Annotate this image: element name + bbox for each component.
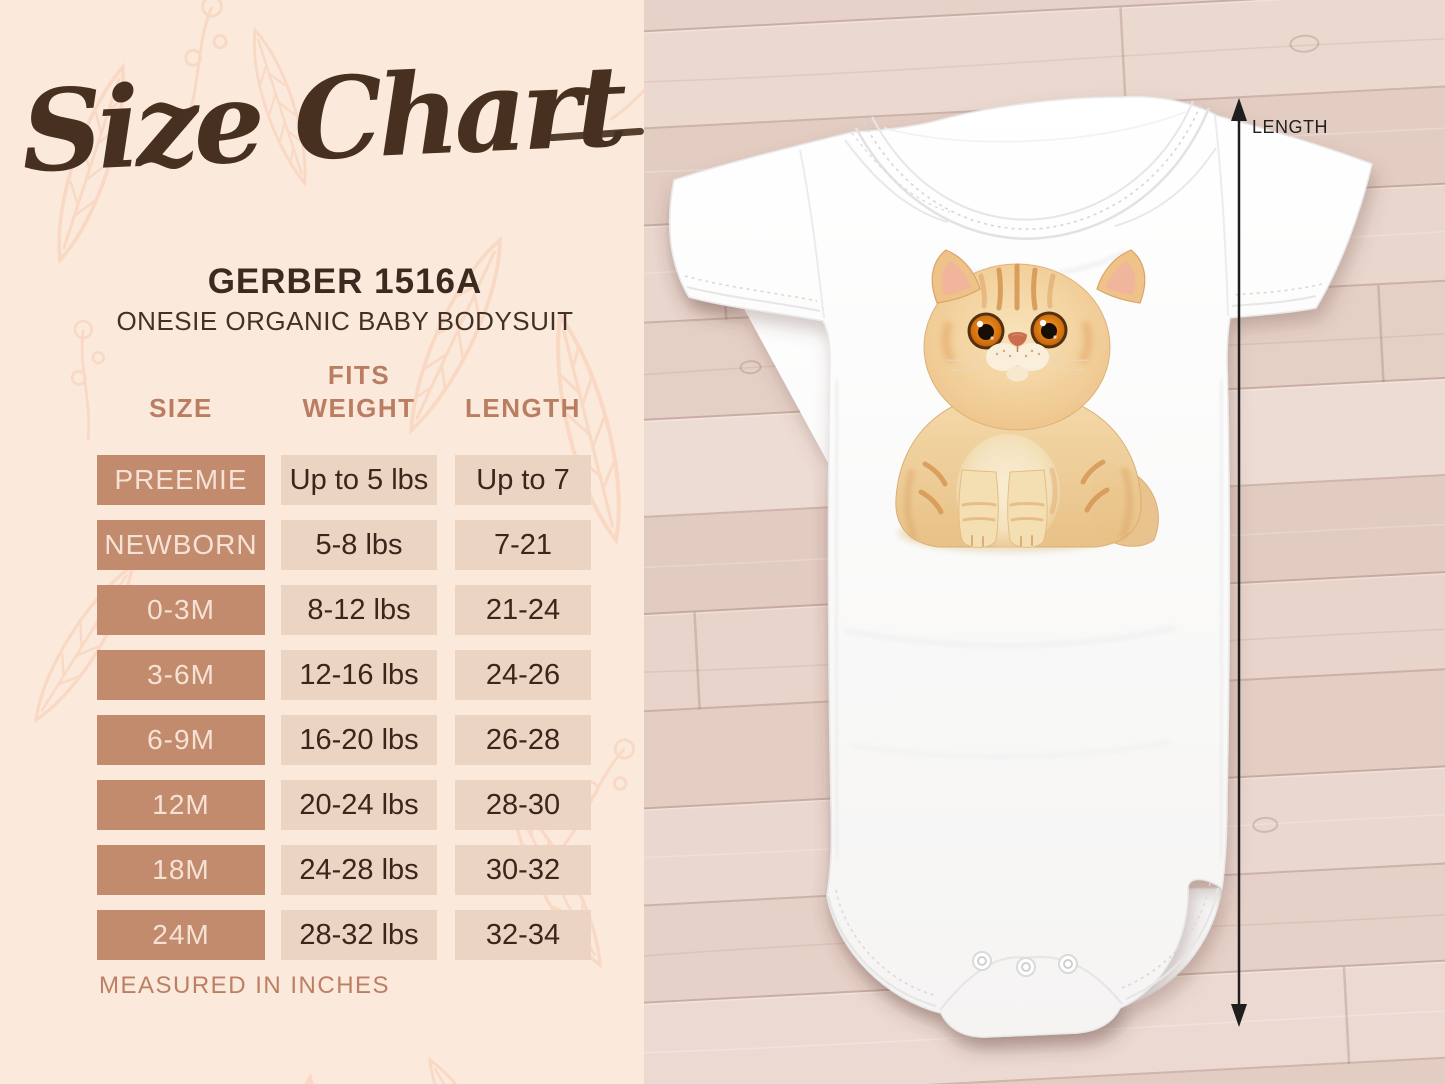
length-cell: 21-24 (455, 585, 591, 635)
stitching (684, 114, 1323, 1011)
product-name: ONESIE ORGANIC BABY BODYSUIT (116, 306, 574, 336)
arrowhead-down-icon (1231, 1004, 1247, 1027)
length-cell: 28-30 (455, 780, 591, 830)
length-cell: Up to 7 (455, 455, 591, 505)
table-row: 12M 20-24 lbs 28-30 (97, 780, 591, 830)
snap-button (972, 951, 992, 971)
product-code: GERBER 1516A (207, 262, 483, 301)
column-header-length: LENGTH (465, 392, 581, 423)
size-cell: 3-6M (97, 650, 265, 700)
table-row: NEWBORN 5-8 lbs 7-21 (97, 520, 591, 570)
cat-eye-right (1030, 311, 1068, 349)
size-cell: 6-9M (97, 715, 265, 765)
header-fits-line: FITS (327, 360, 391, 390)
measurement-note: MEASURED IN INCHES (99, 972, 391, 999)
arrowhead-up-icon (1231, 98, 1247, 121)
snap-buttons (972, 951, 1078, 977)
size-cell: 18M (97, 845, 265, 895)
size-cell: 0-3M (97, 585, 265, 635)
cat-illustration (895, 249, 1159, 553)
page-title: Size Chart (18, 40, 626, 199)
snap-button (1058, 954, 1078, 974)
length-cell: 7-21 (455, 520, 591, 570)
size-table: PREEMIE Up to 5 lbs Up to 7 NEWBORN 5-8 … (97, 455, 591, 975)
weight-cell: Up to 5 lbs (281, 455, 437, 505)
collar (844, 100, 1217, 240)
weight-cell: 24-28 lbs (281, 845, 437, 895)
size-cell: PREEMIE (97, 455, 265, 505)
length-label: LENGTH (1252, 117, 1329, 137)
table-row: 24M 28-32 lbs 32-34 (97, 910, 591, 960)
size-cell: 24M (97, 910, 265, 960)
onesie-bodysuit (668, 95, 1373, 1038)
length-arrow (1231, 98, 1247, 1027)
weight-cell: 20-24 lbs (281, 780, 437, 830)
table-row: 18M 24-28 lbs 30-32 (97, 845, 591, 895)
weight-cell: 16-20 lbs (281, 715, 437, 765)
length-cell: 32-34 (455, 910, 591, 960)
header-weight-line: WEIGHT (302, 392, 416, 423)
table-header-row: SIZE FITS WEIGHT LENGTH (97, 360, 591, 424)
length-cell: 26-28 (455, 715, 591, 765)
column-header-size: SIZE (149, 392, 213, 423)
table-row: 0-3M 8-12 lbs 21-24 (97, 585, 591, 635)
size-cell: NEWBORN (97, 520, 265, 570)
cat-eye-left (967, 312, 1005, 350)
table-row: 3-6M 12-16 lbs 24-26 (97, 650, 591, 700)
weight-cell: 12-16 lbs (281, 650, 437, 700)
snap-button (1016, 957, 1036, 977)
size-cell: 12M (97, 780, 265, 830)
weight-cell: 5-8 lbs (281, 520, 437, 570)
column-header-fits-weight: FITS WEIGHT (281, 359, 437, 424)
length-cell: 30-32 (455, 845, 591, 895)
length-cell: 24-26 (455, 650, 591, 700)
table-row: 6-9M 16-20 lbs 26-28 (97, 715, 591, 765)
table-row: PREEMIE Up to 5 lbs Up to 7 (97, 455, 591, 505)
weight-cell: 8-12 lbs (281, 585, 437, 635)
size-chart-panel: Size Chart GERBER 1516A ONESIE ORGANIC B… (0, 0, 644, 1084)
weight-cell: 28-32 lbs (281, 910, 437, 960)
